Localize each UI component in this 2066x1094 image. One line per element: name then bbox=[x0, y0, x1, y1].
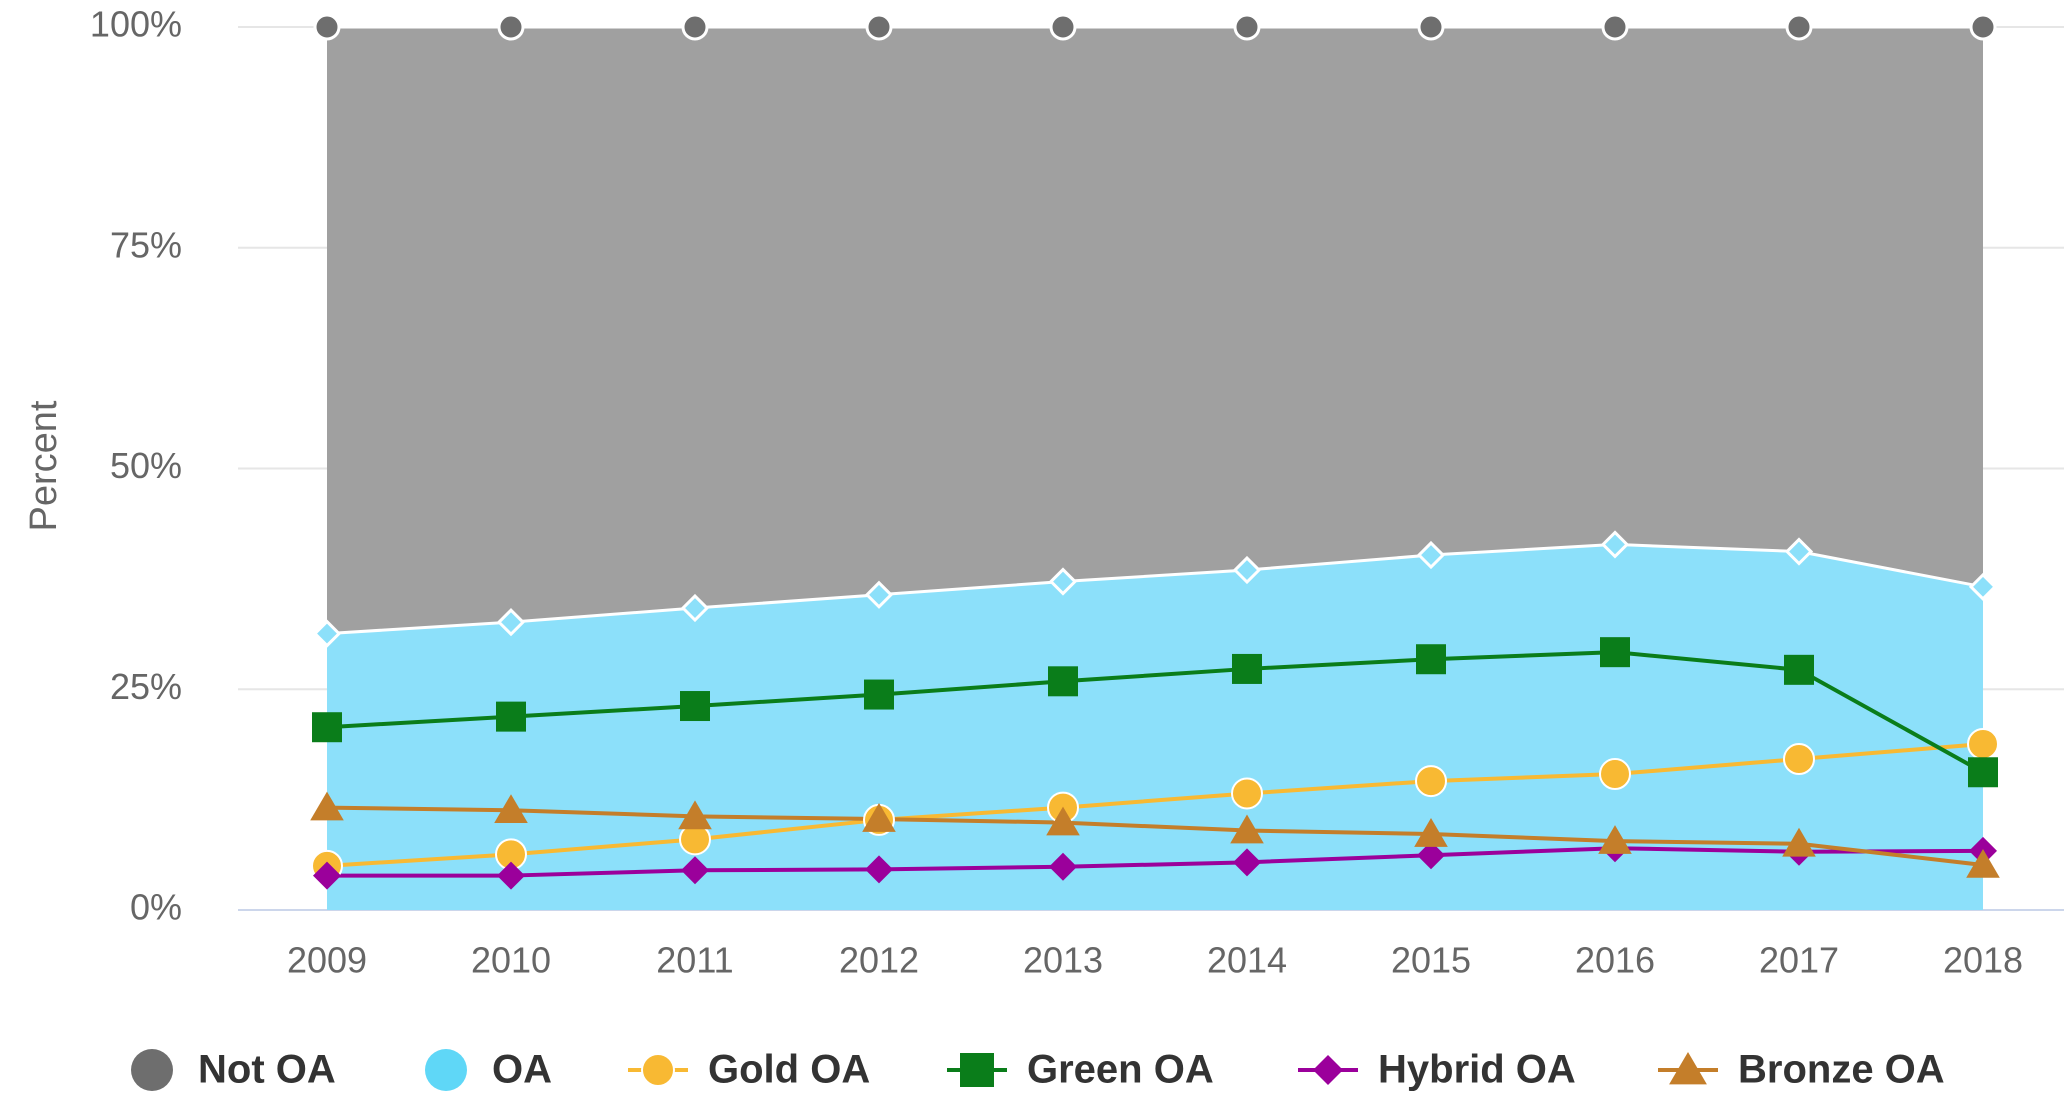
y-tick-label: 75% bbox=[110, 224, 182, 265]
point-oa bbox=[1784, 537, 1814, 566]
point-bronze-oa bbox=[1782, 827, 1816, 857]
point-bronze-oa bbox=[862, 803, 896, 832]
point-gold-oa bbox=[1231, 777, 1263, 810]
point-bronze-oa bbox=[1414, 818, 1448, 847]
point-green-oa bbox=[312, 712, 342, 743]
legend-item-hybrid-oa: Hybrid OA bbox=[1298, 1048, 1576, 1092]
point-oa bbox=[864, 580, 894, 609]
legend-item-bronze-oa: Bronze OA bbox=[1658, 1048, 1945, 1092]
legend-symbol bbox=[131, 1049, 173, 1091]
point-bronze-oa bbox=[678, 800, 712, 830]
line-green-oa bbox=[326, 650, 1984, 774]
legend-label: Not OA bbox=[198, 1048, 336, 1092]
x-tick-label: 2016 bbox=[1575, 940, 1655, 981]
point-not-oa bbox=[497, 13, 525, 41]
line-layer bbox=[326, 650, 1984, 878]
point-green-oa bbox=[1416, 644, 1446, 675]
point-not-oa bbox=[1233, 13, 1261, 41]
legend-label: OA bbox=[492, 1048, 552, 1092]
x-tick-label: 2018 bbox=[1943, 940, 2023, 981]
point-green-oa bbox=[1600, 637, 1630, 668]
y-tick-label: 0% bbox=[130, 887, 182, 928]
point-green-oa bbox=[496, 701, 526, 732]
point-not-oa bbox=[681, 13, 709, 41]
legend-symbol bbox=[641, 1053, 675, 1087]
point-bronze-oa bbox=[1230, 814, 1264, 844]
point-oa bbox=[1416, 540, 1446, 570]
area-edge-oa bbox=[326, 542, 1984, 636]
legend-label: Hybrid OA bbox=[1378, 1048, 1576, 1092]
line-bronze-oa bbox=[326, 805, 1984, 867]
legend-symbol bbox=[1313, 1055, 1343, 1085]
x-tick-label: 2013 bbox=[1023, 940, 1103, 981]
point-green-oa bbox=[1784, 654, 1814, 685]
point-oa bbox=[312, 619, 342, 648]
point-not-oa bbox=[1417, 13, 1445, 41]
legend-symbol bbox=[425, 1049, 467, 1091]
x-tick-label: 2014 bbox=[1207, 940, 1287, 981]
point-not-oa bbox=[1785, 13, 1813, 41]
point-oa bbox=[496, 608, 526, 637]
point-gold-oa bbox=[1967, 727, 1999, 760]
legend-item-green-oa: Green OA bbox=[947, 1048, 1214, 1092]
legend-symbol bbox=[1669, 1052, 1707, 1085]
point-gold-oa bbox=[1599, 758, 1631, 791]
point-green-oa bbox=[1968, 757, 1998, 788]
point-oa bbox=[1232, 555, 1262, 585]
point-green-oa bbox=[1232, 653, 1262, 684]
point-bronze-oa bbox=[1046, 806, 1080, 836]
y-tick-label: 50% bbox=[110, 445, 182, 486]
x-tick-label: 2011 bbox=[656, 940, 733, 981]
point-oa bbox=[680, 593, 710, 623]
y-axis: 0% 25% 50% 75% 100% bbox=[90, 4, 182, 928]
point-hybrid-oa bbox=[1417, 841, 1445, 870]
point-hybrid-oa bbox=[497, 861, 525, 890]
point-bronze-oa bbox=[494, 794, 528, 824]
legend-item-oa: OA bbox=[425, 1048, 552, 1092]
legend: Not OA OA Gold OA Green OA Hybrid OA Bronze O… bbox=[131, 1048, 1945, 1092]
point-hybrid-oa bbox=[681, 856, 709, 885]
point-bronze-oa bbox=[1966, 848, 2000, 878]
y-tick-label: 25% bbox=[110, 666, 182, 707]
legend-item-gold-oa: Gold OA bbox=[628, 1048, 870, 1092]
point-hybrid-oa bbox=[313, 861, 341, 890]
area-layer bbox=[326, 25, 1984, 910]
point-gold-oa bbox=[1783, 743, 1815, 776]
point-hybrid-oa bbox=[865, 855, 893, 884]
x-tick-label: 2012 bbox=[839, 940, 919, 981]
y-tick-label: 100% bbox=[90, 4, 182, 45]
legend-item-not-oa: Not OA bbox=[131, 1048, 336, 1092]
point-not-oa bbox=[313, 13, 341, 41]
point-hybrid-oa bbox=[1233, 848, 1261, 877]
x-tick-label: 2017 bbox=[1759, 940, 1839, 981]
marker-layer bbox=[310, 13, 2000, 890]
point-not-oa bbox=[1049, 13, 1077, 41]
point-bronze-oa bbox=[310, 791, 344, 821]
point-not-oa bbox=[865, 13, 893, 41]
point-oa bbox=[1968, 572, 1998, 601]
point-hybrid-oa bbox=[1049, 852, 1077, 881]
point-oa bbox=[1048, 567, 1078, 596]
legend-symbol bbox=[960, 1053, 994, 1087]
point-bronze-oa bbox=[1598, 825, 1632, 854]
point-oa bbox=[1600, 530, 1630, 559]
x-tick-label: 2010 bbox=[471, 940, 551, 981]
point-gold-oa bbox=[1415, 765, 1447, 798]
x-tick-label: 2009 bbox=[287, 940, 367, 981]
point-not-oa bbox=[1969, 13, 1997, 41]
line-gold-oa bbox=[326, 742, 1984, 868]
legend-label: Bronze OA bbox=[1738, 1048, 1945, 1092]
y-axis-label: Percent bbox=[23, 400, 65, 531]
point-green-oa bbox=[680, 691, 710, 722]
x-tick-label: 2015 bbox=[1391, 940, 1471, 981]
legend-label: Gold OA bbox=[708, 1048, 870, 1092]
point-green-oa bbox=[864, 679, 894, 710]
x-axis: 2009 2010 2011 2012 2013 2014 2015 2016 2017 2018 bbox=[287, 940, 2023, 981]
legend-label: Green OA bbox=[1027, 1048, 1214, 1092]
point-not-oa bbox=[1601, 13, 1629, 41]
line-hybrid-oa bbox=[327, 846, 1984, 878]
point-green-oa bbox=[1048, 666, 1078, 697]
